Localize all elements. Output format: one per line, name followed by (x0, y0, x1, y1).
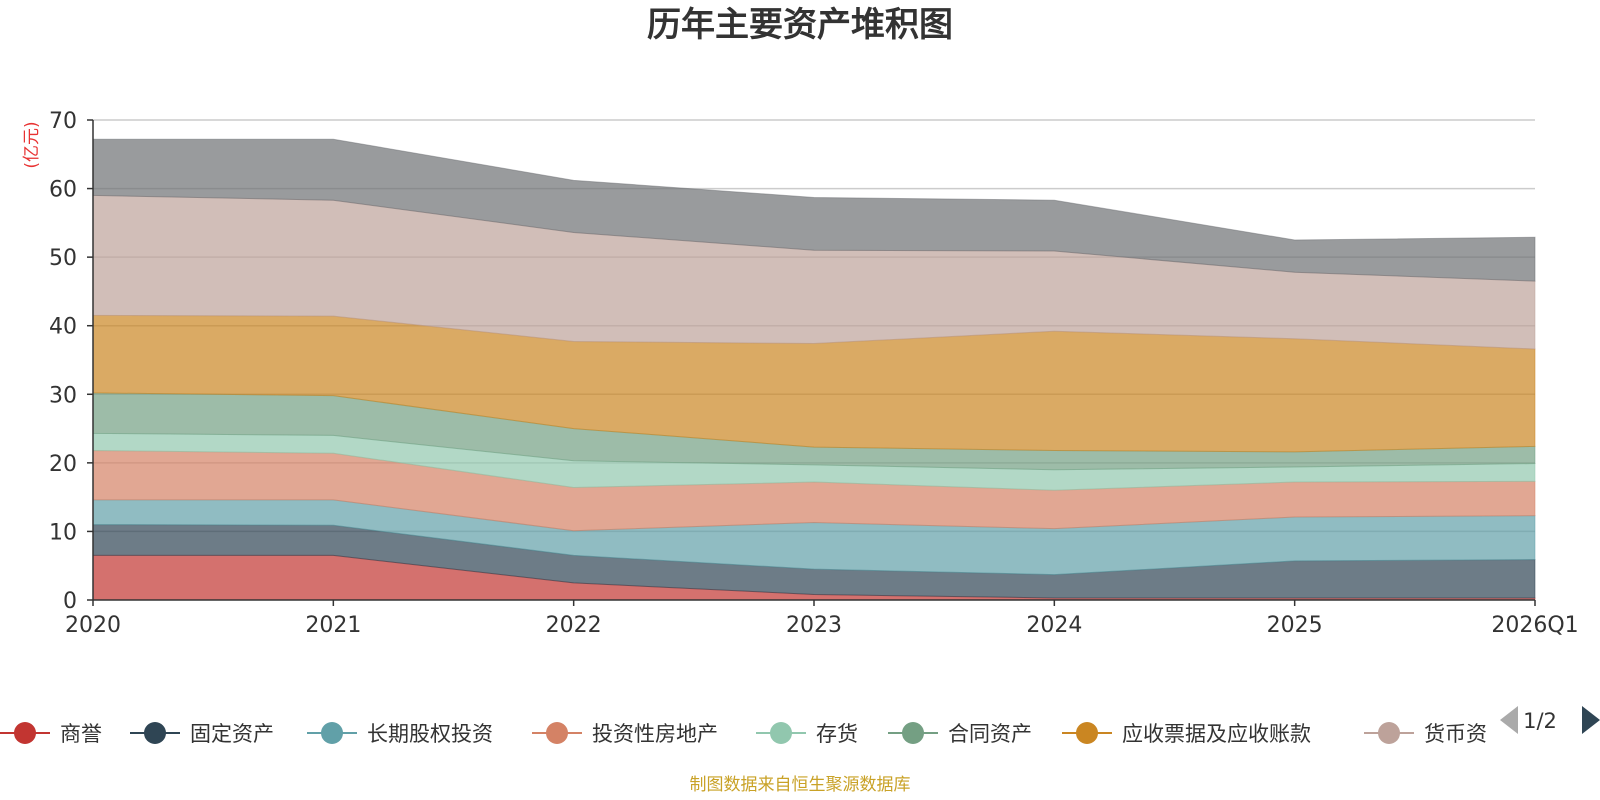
legend-item[interactable]: 应收票据及应收账款 (1062, 722, 1311, 746)
y-axis-unit: (亿元) (22, 121, 42, 168)
y-tick-label: 70 (49, 109, 77, 134)
x-tick-label: 2020 (65, 613, 121, 638)
legend-label: 固定资产 (190, 722, 274, 746)
x-tick-label: 2021 (305, 613, 361, 638)
area-series (92, 138, 1536, 282)
x-tick-label: 2022 (546, 613, 602, 638)
x-tick-label: 2026Q1 (1491, 613, 1578, 638)
y-tick-label: 50 (49, 246, 77, 271)
y-tick-label: 0 (63, 589, 77, 614)
legend-item[interactable]: 固定资产 (130, 722, 274, 746)
legend-label: 应收票据及应收账款 (1122, 722, 1311, 746)
legend-marker-icon (546, 722, 568, 744)
legend-next-icon[interactable] (1582, 706, 1600, 734)
legend-item[interactable]: 投资性房地产 (532, 722, 718, 746)
y-tick-label: 10 (49, 520, 77, 545)
data-source: 制图数据来自恒生聚源数据库 (690, 775, 911, 795)
legend-item[interactable]: 合同资产 (888, 722, 1032, 746)
legend-pager: 1/2 (1500, 706, 1600, 734)
legend-marker-icon (1378, 722, 1400, 744)
legend-item[interactable]: 货币资 (1364, 722, 1487, 746)
legend-label: 存货 (816, 722, 858, 746)
legend-prev-icon[interactable] (1500, 706, 1518, 734)
legend-label: 长期股权投资 (367, 722, 493, 746)
y-tick-label: 30 (49, 383, 77, 408)
legend-marker-icon (1076, 722, 1098, 744)
legend-marker-icon (902, 722, 924, 744)
x-tick-label: 2024 (1026, 613, 1082, 638)
axes: 2020 2021 2022 2023 2024 2025 2026Q1 (65, 119, 1579, 638)
legend-marker-icon (144, 722, 166, 744)
y-tick-label: 40 (49, 315, 77, 340)
legend-marker-icon (321, 722, 343, 744)
chart-title: 历年主要资产堆积图 (647, 5, 953, 45)
legend: 商誉 固定资产 长期股权投资 投资性房地产 存货 合同资产 应收票据及应收账款 货币资 (0, 722, 1487, 746)
y-tick-label: 20 (49, 452, 77, 477)
y-tick-label: 60 (49, 178, 77, 203)
legend-label: 商誉 (60, 722, 102, 746)
legend-label: 投资性房地产 (592, 722, 718, 746)
legend-marker-icon (14, 722, 36, 744)
stacked-areas (92, 138, 1536, 601)
legend-item[interactable]: 商誉 (0, 722, 102, 746)
x-tick-label: 2025 (1267, 613, 1323, 638)
legend-item[interactable]: 存货 (756, 722, 858, 746)
x-tick-label: 2023 (786, 613, 842, 638)
legend-page-indicator: 1/2 (1523, 709, 1557, 733)
legend-item[interactable]: 长期股权投资 (307, 722, 493, 746)
legend-marker-icon (770, 722, 792, 744)
legend-label: 合同资产 (948, 722, 1032, 746)
legend-label: 货币资 (1424, 722, 1487, 746)
